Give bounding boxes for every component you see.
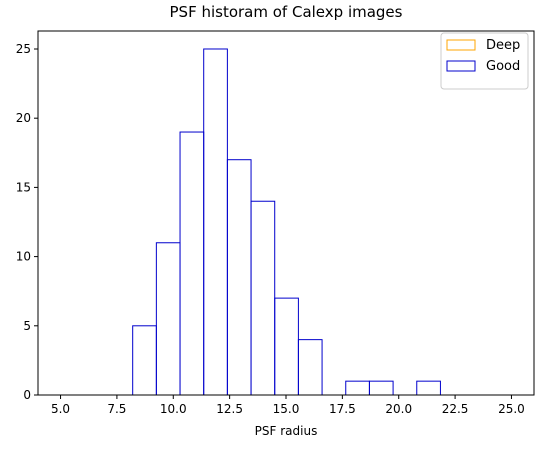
legend-swatch-good	[446, 60, 476, 72]
y-axis: 0 5 10 15 20 25	[16, 42, 38, 402]
x-tick-label: 20.0	[385, 402, 412, 416]
legend-swatch-deep	[446, 39, 476, 51]
y-tick-label: 0	[23, 388, 31, 402]
histogram-bar-good-0	[132, 325, 157, 396]
x-tick-label: 7.5	[107, 402, 126, 416]
histogram-bar-good-1	[155, 242, 181, 396]
histogram-bar-good-10	[368, 380, 394, 396]
legend-box	[440, 32, 529, 90]
plot-frame	[37, 30, 535, 396]
x-tick-label: 25.0	[498, 402, 525, 416]
histogram-bar-good-12	[416, 380, 441, 396]
x-tick-label: 17.5	[329, 402, 356, 416]
x-tick-label: 5.0	[51, 402, 70, 416]
x-axis-label: PSF radius	[255, 424, 318, 438]
histogram-bar-good-6	[274, 297, 299, 396]
x-tick-label: 10.0	[160, 402, 187, 416]
y-tick-label: 20	[16, 111, 31, 125]
chart-title: PSF historam of Calexp images	[170, 3, 403, 21]
x-tick-label: 12.5	[216, 402, 243, 416]
y-tick-label: 10	[16, 250, 31, 264]
x-axis: 5.0 7.5 10.0 12.5 15.0 17.5 20.0 22.5 25.0	[51, 395, 525, 416]
histogram-bar-good-4	[226, 159, 252, 396]
legend-label-good: Good	[486, 59, 520, 74]
histogram-bar-good-5	[250, 200, 276, 396]
y-tick-label: 15	[16, 180, 31, 194]
histogram-bar-good-9	[345, 380, 370, 396]
x-tick-label: 15.0	[273, 402, 300, 416]
bars-group	[132, 48, 441, 396]
x-tick-label: 22.5	[442, 402, 469, 416]
histogram-bar-good-2	[179, 131, 205, 396]
y-tick-label: 25	[16, 42, 31, 56]
histogram-bar-good-7	[297, 339, 323, 396]
histogram-bar-good-3	[203, 48, 228, 396]
legend-label-deep: Deep	[486, 38, 520, 53]
y-tick-label: 5	[23, 319, 31, 333]
legend: Deep Good	[440, 32, 529, 90]
